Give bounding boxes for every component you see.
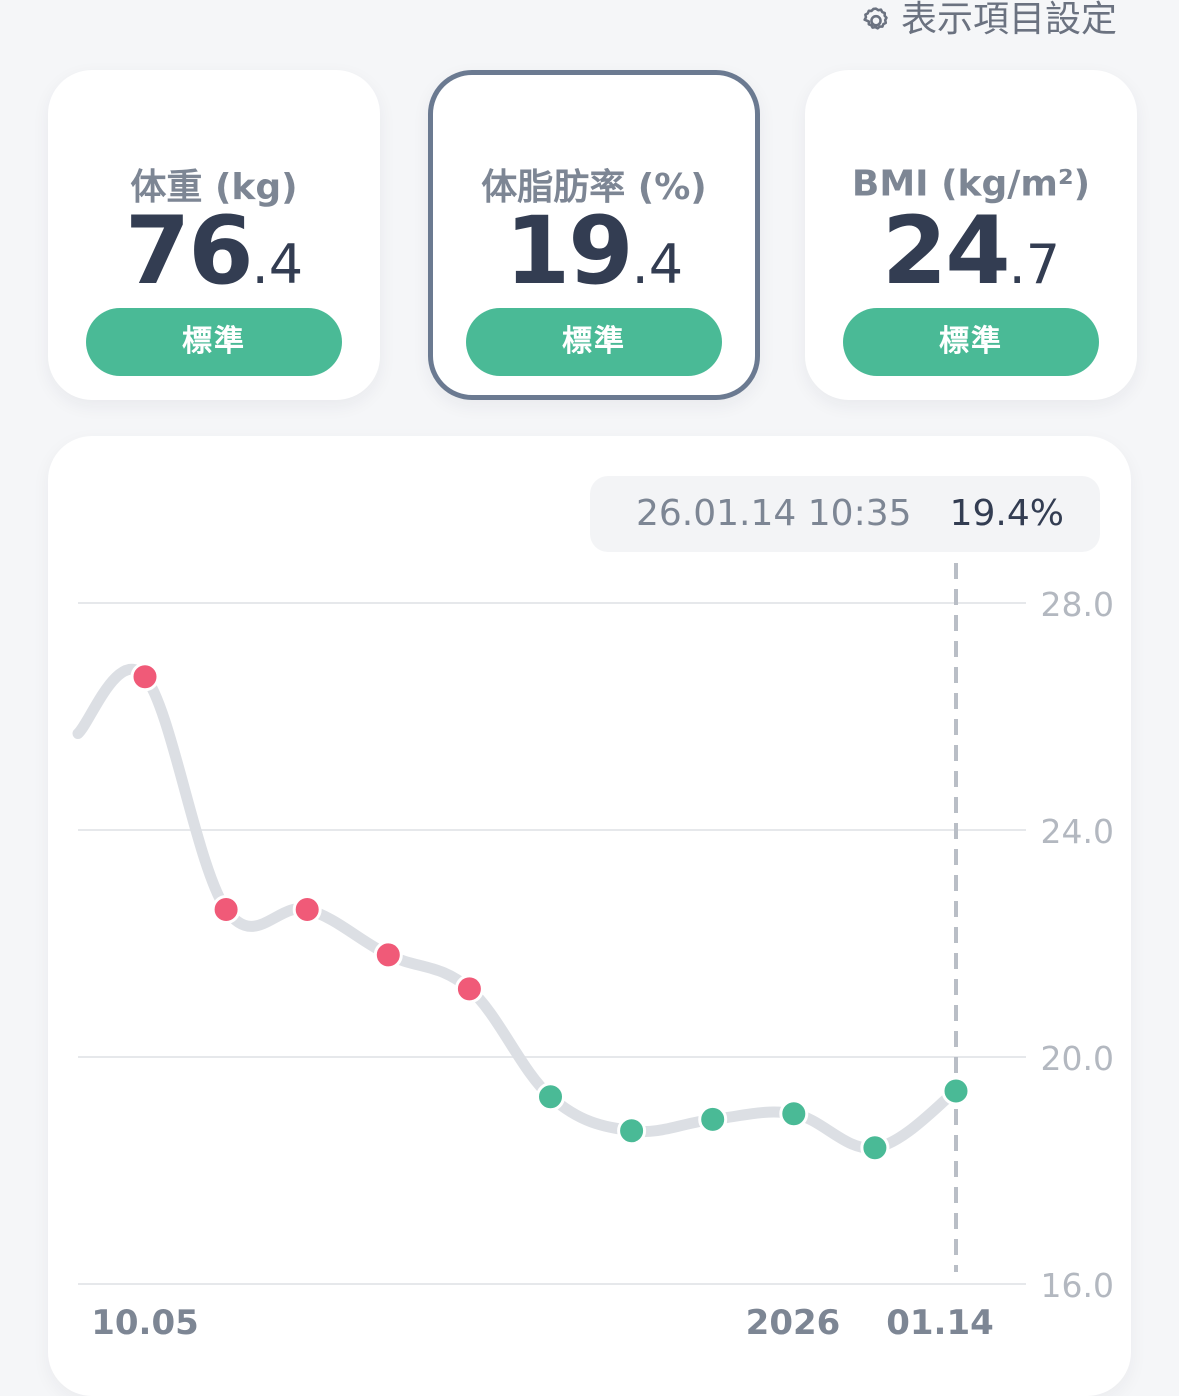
data-point[interactable]: [779, 1099, 809, 1129]
value-integer: 24: [881, 197, 1011, 306]
card-value: 76.4: [48, 205, 380, 299]
data-point[interactable]: [617, 1116, 647, 1146]
tooltip-value: 19.4%: [949, 493, 1064, 534]
data-point[interactable]: [292, 894, 322, 924]
data-point[interactable]: [373, 940, 403, 970]
status-badge: 標準: [843, 308, 1099, 376]
x-axis-label: 2026: [746, 1303, 841, 1343]
data-point[interactable]: [130, 662, 160, 692]
value-integer: 19: [504, 197, 634, 306]
status-badge: 標準: [466, 308, 722, 376]
data-point[interactable]: [941, 1076, 971, 1106]
card-title: 体重 (kg): [130, 167, 298, 208]
value-decimal: .7: [1008, 233, 1061, 296]
x-axis-label: 10.05: [91, 1303, 199, 1343]
data-point[interactable]: [454, 974, 484, 1004]
body-fat-card[interactable]: 体脂肪率 (%) 19.4 標準: [428, 70, 760, 400]
data-point[interactable]: [698, 1104, 728, 1134]
display-settings-link[interactable]: 表示項目設定: [859, 0, 1117, 40]
card-title: 体脂肪率 (%): [481, 167, 707, 208]
y-tick-label: 24.0: [1041, 812, 1114, 851]
card-value: 24.7: [805, 205, 1137, 299]
data-point[interactable]: [536, 1082, 565, 1112]
data-point[interactable]: [211, 894, 241, 924]
y-tick-label: 16.0: [1041, 1266, 1114, 1305]
weight-card[interactable]: 体重 (kg) 76.4 標準: [48, 70, 380, 400]
gear-icon: [863, 7, 888, 30]
tooltip-datetime: 26.01.14 10:35: [636, 493, 912, 534]
value-integer: 76: [124, 197, 254, 306]
data-line: [72, 663, 962, 1154]
value-decimal: .4: [251, 233, 304, 296]
bmi-card[interactable]: BMI (kg/m²) 24.7 標準: [805, 70, 1137, 400]
card-value: 19.4: [433, 205, 755, 299]
display-settings-label: 表示項目設定: [900, 0, 1117, 40]
y-tick-label: 20.0: [1041, 1039, 1114, 1078]
data-point[interactable]: [860, 1133, 890, 1163]
x-axis-label: 01.14: [886, 1303, 994, 1343]
status-badge: 標準: [86, 308, 342, 376]
y-tick-label: 28.0: [1041, 585, 1114, 624]
card-title: BMI (kg/m²): [851, 163, 1091, 205]
value-decimal: .4: [631, 233, 684, 296]
chart-tooltip: 26.01.14 10:35 19.4%: [590, 476, 1100, 552]
